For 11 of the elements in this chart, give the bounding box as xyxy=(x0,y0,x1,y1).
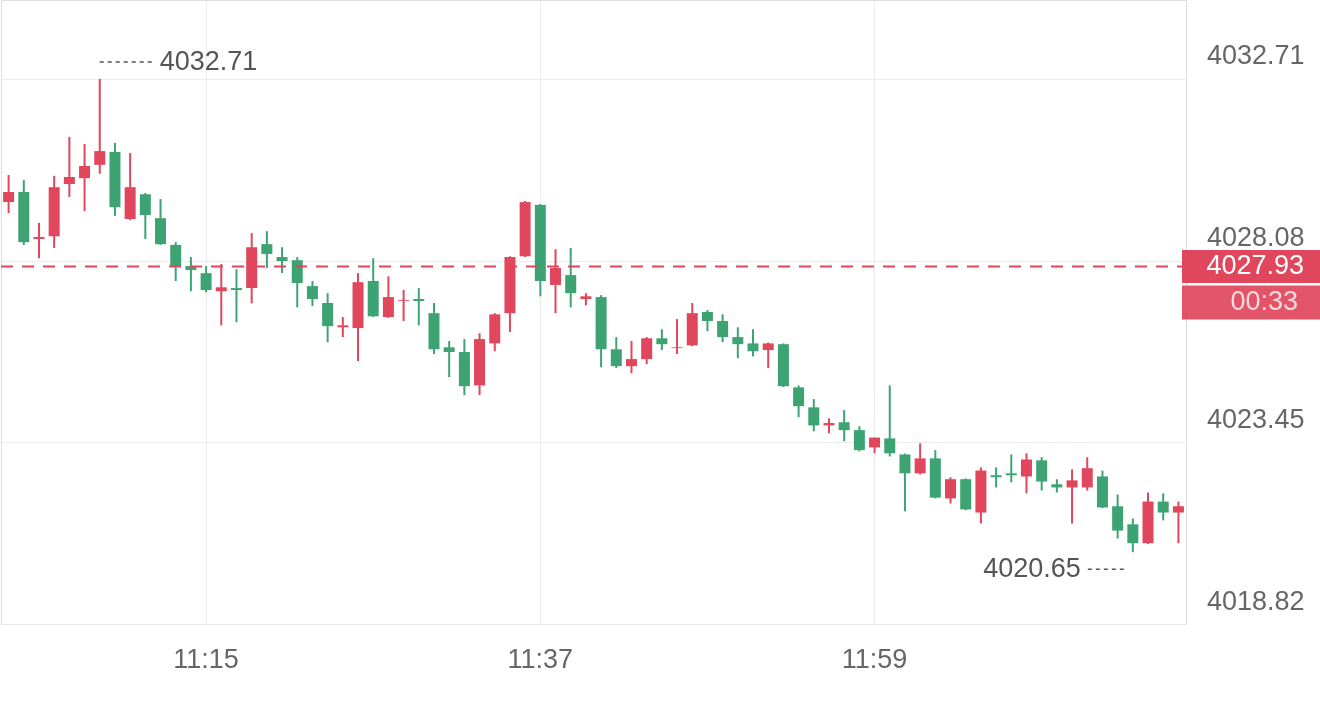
x-tick-label: 11:59 xyxy=(841,643,908,674)
ref-line-label: 4027.93 xyxy=(1206,250,1304,281)
annotation: 4020.65 xyxy=(983,553,1081,584)
annotation: 4032.71 xyxy=(159,45,258,76)
y-tick-label: 4023.45 xyxy=(1206,403,1305,434)
x-tick-label: 11:37 xyxy=(507,643,574,674)
text: 00:33 xyxy=(1230,286,1298,317)
x-tick-label: 11:15 xyxy=(173,643,239,674)
y-tick-label: 4032.71 xyxy=(1206,40,1305,71)
y-tick-label: 4028.08 xyxy=(1206,222,1305,253)
y-tick-label: 4018.82 xyxy=(1206,585,1305,616)
